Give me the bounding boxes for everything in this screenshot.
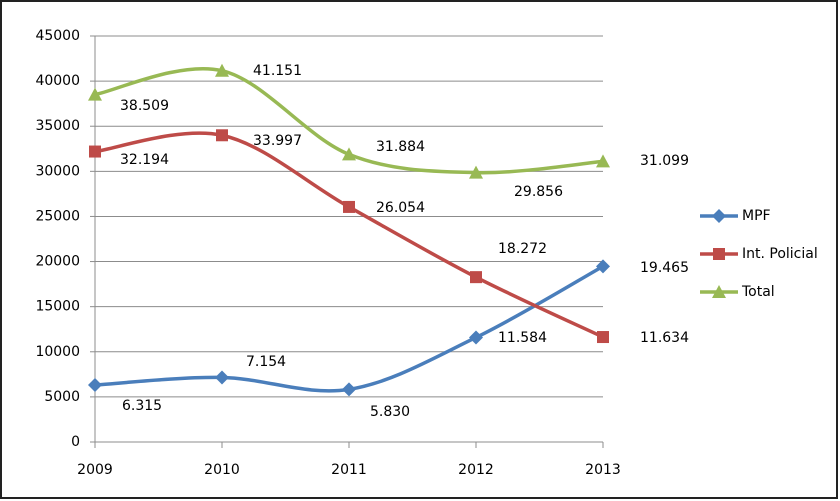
- y-tick-label: 35000: [35, 118, 80, 134]
- marker: [469, 165, 483, 179]
- y-tick-label: 25000: [35, 208, 80, 224]
- marker: [470, 271, 482, 284]
- data-label: 19.465: [640, 260, 689, 276]
- y-tick-label: 10000: [35, 344, 80, 360]
- data-label: 31.099: [640, 153, 689, 169]
- data-label: 33.997: [253, 133, 302, 149]
- data-label: 31.884: [376, 139, 425, 155]
- marker: [596, 154, 610, 168]
- x-tick-label: 2010: [204, 462, 240, 478]
- data-label: 18.272: [498, 241, 547, 257]
- marker: [89, 145, 101, 158]
- y-tick-label: 15000: [35, 299, 80, 315]
- data-label: 11.584: [498, 330, 547, 346]
- y-tick-label: 45000: [35, 28, 80, 44]
- y-tick-label: 5000: [44, 389, 80, 405]
- marker: [713, 248, 725, 260]
- marker: [88, 87, 102, 101]
- data-label: 32.194: [120, 152, 169, 168]
- x-tick-label: 2013: [585, 462, 621, 478]
- marker: [215, 63, 229, 77]
- marker: [596, 259, 610, 274]
- data-label: 6.315: [122, 398, 162, 414]
- marker: [342, 382, 356, 397]
- legend-label: Total: [741, 284, 775, 300]
- x-tick-label: 2012: [458, 462, 494, 478]
- data-label: 26.054: [376, 200, 425, 216]
- x-tick-label: 2009: [77, 462, 113, 478]
- y-tick-label: 20000: [35, 254, 80, 270]
- marker: [343, 200, 355, 213]
- marker: [712, 209, 726, 223]
- marker: [88, 378, 102, 393]
- marker: [469, 330, 483, 345]
- y-tick-label: 0: [71, 434, 80, 450]
- legend-label: MPF: [742, 208, 771, 224]
- data-label: 41.151: [253, 63, 302, 79]
- marker: [597, 331, 609, 344]
- marker: [712, 285, 726, 298]
- data-label: 11.634: [640, 330, 689, 346]
- marker: [215, 370, 229, 385]
- data-label: 7.154: [246, 354, 286, 370]
- data-label: 29.856: [514, 184, 563, 200]
- x-tick-label: 2011: [331, 462, 367, 478]
- marker: [342, 147, 356, 161]
- data-label: 5.830: [370, 404, 410, 420]
- marker: [216, 129, 228, 142]
- y-tick-label: 40000: [35, 73, 80, 89]
- data-label: 38.509: [120, 98, 169, 114]
- y-tick-label: 30000: [35, 163, 80, 179]
- legend-label: Int. Policial: [742, 246, 818, 262]
